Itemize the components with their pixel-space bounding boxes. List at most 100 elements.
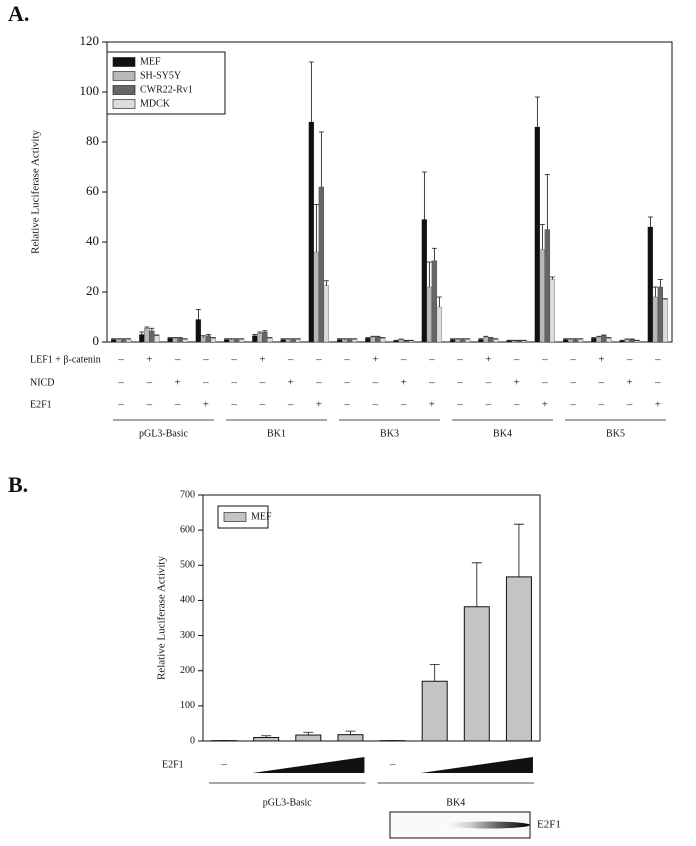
condition-sign: + (429, 399, 435, 411)
condition-sign: – (569, 399, 576, 411)
error-bar (144, 326, 150, 329)
error-bar (596, 335, 602, 337)
error-bar (455, 338, 461, 340)
error-bar (139, 331, 145, 335)
error-bar (121, 338, 127, 340)
legend-label: MEF (140, 56, 161, 67)
bar (549, 279, 556, 343)
error-bar (539, 224, 545, 250)
bar (223, 339, 230, 343)
group-label: BK1 (267, 428, 286, 439)
condition-sign: + (288, 377, 294, 389)
bar (483, 336, 489, 343)
bar (370, 336, 376, 343)
error-bar (513, 523, 524, 577)
condition-sign: – (626, 399, 633, 411)
condition-label: LEF1 + β-catenin (30, 354, 101, 365)
y-tick-label: 500 (180, 560, 195, 571)
error-bar (563, 338, 569, 340)
error-bar (318, 131, 324, 187)
bar (408, 340, 414, 343)
bar (505, 576, 532, 742)
error-bar (403, 339, 409, 341)
error-bar (426, 261, 432, 287)
condition-sign: + (627, 377, 633, 389)
legend-label: MEF (251, 511, 272, 522)
error-bar (172, 337, 178, 339)
bar (534, 126, 541, 343)
condition-sign: – (202, 377, 209, 389)
condition-sign: – (400, 354, 407, 366)
error-bar (629, 338, 635, 340)
condition-sign: – (372, 377, 379, 389)
bar (228, 339, 235, 343)
condition-sign: – (230, 377, 237, 389)
error-bar (280, 338, 286, 340)
condition-sign: – (598, 377, 605, 389)
group-label: BK4 (493, 428, 512, 439)
panel-label: B. (8, 472, 28, 497)
bar (619, 340, 625, 343)
error-bar (521, 339, 527, 341)
blot-band (446, 821, 530, 829)
bar (426, 286, 433, 343)
error-bar (285, 338, 291, 340)
bar (120, 339, 127, 343)
error-bar (347, 338, 353, 340)
condition-sign: – (428, 354, 435, 366)
error-bar (337, 338, 343, 340)
condition-sign: + (655, 399, 661, 411)
condition-sign: – (230, 399, 237, 411)
condition-sign: – (400, 399, 407, 411)
bar (295, 339, 301, 343)
bar (253, 736, 280, 742)
error-bar (408, 339, 414, 341)
bar (516, 340, 522, 343)
condition-sign: + (514, 377, 520, 389)
error-bar (465, 338, 471, 340)
condition-sign: – (287, 354, 294, 366)
error-bar (601, 334, 607, 336)
error-bar (290, 338, 296, 340)
y-tick-label: 0 (93, 333, 100, 348)
bar (511, 340, 517, 343)
bar (144, 328, 150, 343)
error-bar (365, 337, 371, 339)
condition-sign: – (146, 377, 153, 389)
error-bar (261, 735, 272, 738)
error-bar (116, 338, 122, 340)
error-bar (182, 338, 188, 340)
condition-sign: – (230, 354, 237, 366)
bar (657, 286, 664, 343)
condition-sign: – (456, 377, 463, 389)
y-tick-label: 0 (190, 735, 195, 746)
condition-label: E2F1 (30, 399, 52, 410)
condition-sign: – (287, 399, 294, 411)
condition-sign: – (259, 399, 266, 411)
error-bar (606, 337, 612, 339)
error-bar (345, 730, 356, 735)
bar (463, 606, 490, 742)
condition-sign: – (174, 399, 181, 411)
bar (506, 340, 512, 343)
bar (380, 338, 386, 343)
error-bar (313, 204, 319, 252)
bar (634, 340, 640, 343)
error-bar (483, 335, 489, 337)
error-bar (200, 335, 206, 337)
condition-sign: – (117, 399, 124, 411)
bar (596, 336, 602, 343)
error-bar (591, 337, 597, 339)
dose-wedge (420, 757, 533, 773)
condition-sign: – (389, 759, 396, 771)
error-bar (342, 338, 348, 340)
bar (257, 333, 263, 343)
y-tick-label: 60 (86, 183, 99, 198)
bar (375, 336, 381, 343)
bar (280, 339, 286, 343)
group-label: BK4 (446, 797, 465, 808)
error-bar (370, 335, 376, 337)
condition-sign: + (372, 354, 378, 366)
y-tick-label: 40 (86, 233, 99, 248)
error-bar (252, 334, 258, 336)
